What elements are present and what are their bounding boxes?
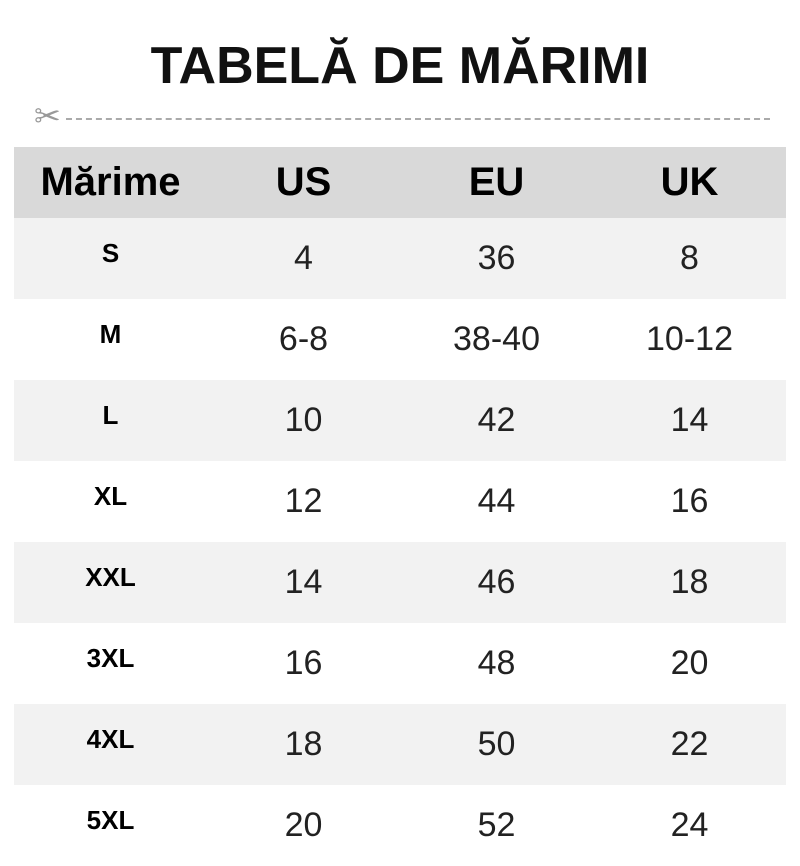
cell-eu: 36 [400,218,593,299]
table-row: XXL 14 46 18 [14,542,786,623]
cell-eu: 42 [400,380,593,461]
cell-size: 5XL [86,805,135,835]
cell-eu: 50 [400,704,593,785]
cut-line: ✂ [34,100,770,132]
cell-uk: 14 [593,380,786,461]
table-header-row: Mărime US EU UK [14,147,786,218]
dashed-divider [66,118,770,120]
cell-us: 20 [284,806,323,844]
cell-uk: 10-12 [646,320,733,358]
scissors-icon: ✂ [34,98,61,134]
table-row: 4XL 18 50 22 [14,704,786,785]
table-row: 5XL 20 52 24 [14,785,786,866]
cell-size: 3XL [86,643,135,673]
cell-size: XL [93,481,128,511]
cell-us: 10 [207,380,400,461]
cell-eu: 38-40 [453,320,540,358]
cell-uk: 20 [670,644,709,682]
page-title: TABELĂ DE MĂRIMI [150,37,650,95]
size-chart-table: Mărime US EU UK S 4 36 8 M 6-8 38-40 10-12 L 10 42… [14,147,786,866]
table-row: M 6-8 38-40 10-12 [14,299,786,380]
table-row: 3XL 16 48 20 [14,623,786,704]
cell-us: 12 [284,482,323,520]
table-row: XL 12 44 16 [14,461,786,542]
cell-uk: 18 [593,542,786,623]
cell-uk: 24 [670,806,709,844]
header-uk: UK [593,147,786,218]
header-us: US [207,147,400,218]
cell-size: L [14,380,207,461]
cell-eu: 52 [477,806,516,844]
cell-eu: 44 [477,482,516,520]
cell-us: 18 [207,704,400,785]
header-size: Mărime [14,147,207,218]
cell-us: 16 [284,644,323,682]
cell-us: 6-8 [278,320,329,358]
cell-us: 4 [207,218,400,299]
cell-uk: 22 [593,704,786,785]
cell-eu: 48 [477,644,516,682]
cell-uk: 8 [593,218,786,299]
cell-us: 14 [207,542,400,623]
table-row: S 4 36 8 [14,218,786,299]
cell-size: 4XL [14,704,207,785]
header-eu: EU [400,147,593,218]
cell-eu: 46 [400,542,593,623]
cell-size: M [99,319,122,349]
table-row: L 10 42 14 [14,380,786,461]
cell-size: S [14,218,207,299]
cell-uk: 16 [670,482,709,520]
cell-size: XXL [14,542,207,623]
